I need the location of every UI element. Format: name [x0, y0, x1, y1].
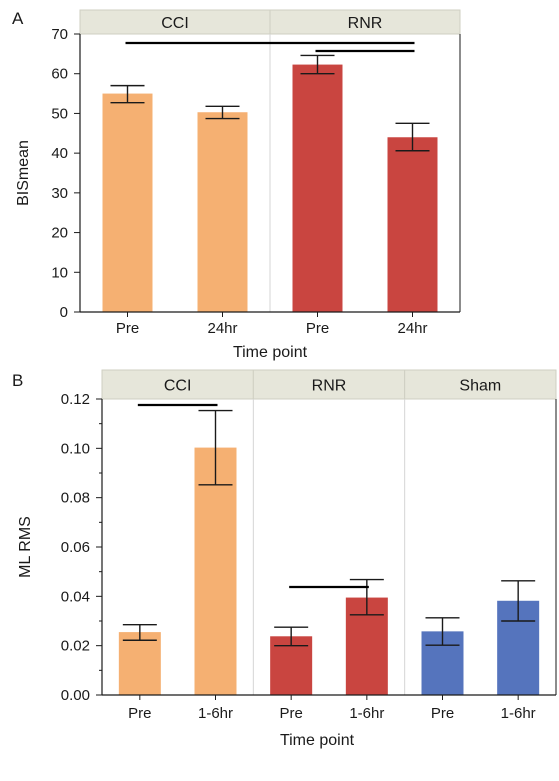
facet-label: CCI — [164, 378, 192, 395]
x-tick-label: Pre — [116, 320, 139, 337]
y-tick-label: 0.08 — [61, 490, 90, 507]
panel-a: A CCI Pre 24hr RNR Pre 24hr 0 10 20 30 40 50 60 70 BISm… — [12, 9, 461, 361]
bar-cci-pre — [102, 93, 153, 312]
y-tick-label: 0.10 — [61, 440, 90, 457]
y-tick-label: 20 — [51, 225, 68, 242]
x-tick-label: Pre — [279, 705, 302, 722]
facet-header — [101, 369, 254, 400]
y-tick-label: 0.06 — [61, 539, 90, 556]
x-axis-title: Time point — [233, 344, 308, 361]
bar-cci-1-6hr — [194, 447, 237, 695]
x-tick-label: 24hr — [207, 320, 237, 337]
facet-header — [404, 369, 557, 400]
y-axis-title: BISmean — [15, 140, 32, 206]
x-tick-label: Pre — [431, 705, 454, 722]
x-tick-label: Pre — [128, 705, 151, 722]
y-tick-label: 10 — [51, 264, 68, 281]
x-tick-label: Pre — [306, 320, 329, 337]
panel-label: B — [12, 371, 23, 390]
y-tick-label: 0.02 — [61, 638, 90, 655]
panel-label: A — [12, 9, 24, 28]
bar-cci-pre — [118, 632, 161, 695]
facet-header — [79, 9, 271, 35]
y-tick-label: 50 — [51, 105, 68, 122]
x-axis-title: Time point — [280, 732, 355, 749]
facet-label: CCI — [161, 15, 189, 32]
facet-header — [269, 9, 461, 35]
y-axis-title: ML RMS — [17, 516, 34, 578]
x-tick-label: 1-6hr — [198, 705, 233, 722]
bar-cci-24hr — [197, 112, 248, 312]
y-tick-label: 60 — [51, 66, 68, 83]
y-tick-label: 70 — [51, 26, 68, 43]
x-tick-label: 24hr — [397, 320, 427, 337]
x-tick-label: 1-6hr — [349, 705, 384, 722]
y-tick-label: 0.04 — [61, 588, 90, 605]
facet-label: RNR — [348, 15, 383, 32]
y-tick-label: 40 — [51, 145, 68, 162]
bar-rnr-pre — [292, 64, 343, 312]
panel-b: B CCI Pre 1-6hr RNR Pre 1-6hr Sham Pre 1-6hr 0.00 0… — [12, 369, 557, 749]
y-tick-label: 0.00 — [61, 687, 90, 704]
x-tick-label: 1-6hr — [501, 705, 536, 722]
bar-rnr-24hr — [387, 137, 438, 312]
y-tick-label: 0.12 — [61, 391, 90, 408]
y-tick-label: 0 — [60, 304, 68, 321]
facet-label: Sham — [459, 378, 501, 395]
facet-label: RNR — [312, 378, 347, 395]
y-tick-label: 30 — [51, 185, 68, 202]
